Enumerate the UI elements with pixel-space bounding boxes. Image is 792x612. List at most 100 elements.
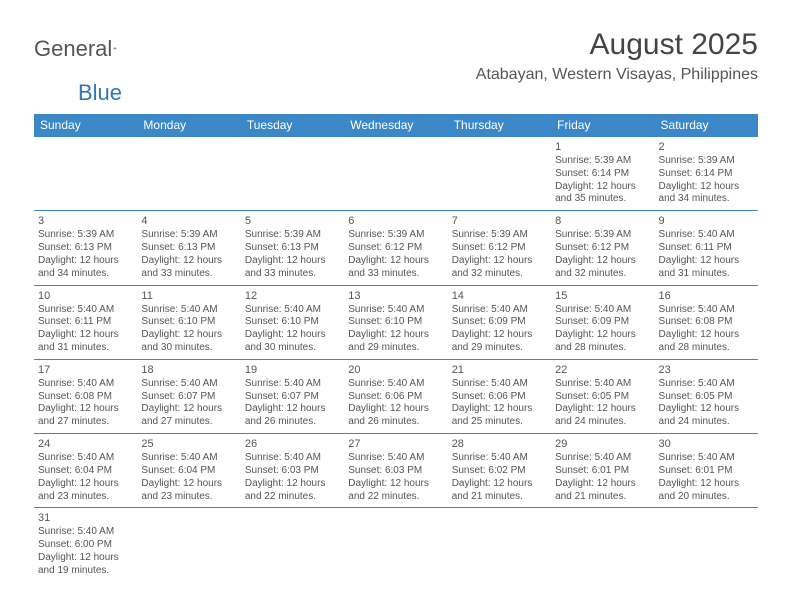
week-row: 24Sunrise: 5:40 AMSunset: 6:04 PMDayligh… [34,434,758,508]
day-detail: Sunrise: 5:39 AM [555,229,650,242]
day-detail: Daylight: 12 hours [141,403,236,416]
day-detail: Daylight: 12 hours [555,255,650,268]
week-row: 1Sunrise: 5:39 AMSunset: 6:14 PMDaylight… [34,137,758,211]
day-detail: Sunset: 6:13 PM [141,242,236,255]
day-detail: Sunset: 6:04 PM [38,465,133,478]
day-detail: Sunset: 6:10 PM [141,316,236,329]
week-row: 10Sunrise: 5:40 AMSunset: 6:11 PMDayligh… [34,286,758,360]
day-detail: Daylight: 12 hours [659,478,754,491]
day-detail: Daylight: 12 hours [245,255,340,268]
day-cell: 3Sunrise: 5:39 AMSunset: 6:13 PMDaylight… [34,211,137,284]
day-detail: Sunset: 6:12 PM [452,242,547,255]
day-detail: and 31 minutes. [659,268,754,281]
day-number: 11 [141,289,236,303]
day-detail: Daylight: 12 hours [659,329,754,342]
day-detail: Daylight: 12 hours [659,403,754,416]
day-detail: and 21 minutes. [555,491,650,504]
day-detail: Sunrise: 5:40 AM [555,452,650,465]
day-detail: Sunset: 6:11 PM [659,242,754,255]
dow-cell: Sunday [34,114,137,137]
day-number: 27 [348,437,443,451]
day-detail: Sunset: 6:01 PM [659,465,754,478]
day-detail: Sunrise: 5:40 AM [348,452,443,465]
day-cell: 26Sunrise: 5:40 AMSunset: 6:03 PMDayligh… [241,434,344,507]
day-detail: Daylight: 12 hours [555,403,650,416]
day-detail: Sunrise: 5:40 AM [452,452,547,465]
day-detail: Sunrise: 5:40 AM [38,304,133,317]
day-detail: Daylight: 12 hours [141,329,236,342]
day-detail: Daylight: 12 hours [245,329,340,342]
day-detail: and 30 minutes. [141,342,236,355]
day-cell: 12Sunrise: 5:40 AMSunset: 6:10 PMDayligh… [241,286,344,359]
day-detail: Sunset: 6:00 PM [38,539,133,552]
day-cell-empty [241,508,344,581]
day-detail: Daylight: 12 hours [141,255,236,268]
day-detail: Daylight: 12 hours [659,255,754,268]
day-detail: Daylight: 12 hours [38,478,133,491]
day-cell: 11Sunrise: 5:40 AMSunset: 6:10 PMDayligh… [137,286,240,359]
day-number: 10 [38,289,133,303]
month-title: August 2025 [476,28,758,62]
day-detail: and 23 minutes. [141,491,236,504]
day-detail: Daylight: 12 hours [348,255,443,268]
day-cell: 10Sunrise: 5:40 AMSunset: 6:11 PMDayligh… [34,286,137,359]
day-number: 30 [659,437,754,451]
day-detail: Daylight: 12 hours [452,478,547,491]
day-detail: Sunset: 6:14 PM [555,168,650,181]
day-detail: and 33 minutes. [245,268,340,281]
calendar-page: General August 2025 Atabayan, Western Vi… [0,0,792,602]
day-detail: Daylight: 12 hours [38,329,133,342]
title-block: August 2025 Atabayan, Western Visayas, P… [476,28,758,84]
day-number: 23 [659,363,754,377]
day-detail: and 27 minutes. [141,416,236,429]
day-cell-empty [448,508,551,581]
day-detail: Sunrise: 5:40 AM [659,452,754,465]
day-detail: and 24 minutes. [555,416,650,429]
day-detail: and 22 minutes. [348,491,443,504]
day-detail: and 22 minutes. [245,491,340,504]
day-detail: Sunrise: 5:39 AM [141,229,236,242]
day-detail: Sunrise: 5:39 AM [38,229,133,242]
day-detail: and 25 minutes. [452,416,547,429]
day-cell: 8Sunrise: 5:39 AMSunset: 6:12 PMDaylight… [551,211,654,284]
day-number: 3 [38,214,133,228]
day-cell: 4Sunrise: 5:39 AMSunset: 6:13 PMDaylight… [137,211,240,284]
day-cell: 29Sunrise: 5:40 AMSunset: 6:01 PMDayligh… [551,434,654,507]
day-detail: and 26 minutes. [348,416,443,429]
dow-cell: Friday [551,114,654,137]
day-detail: and 28 minutes. [555,342,650,355]
day-cell: 14Sunrise: 5:40 AMSunset: 6:09 PMDayligh… [448,286,551,359]
day-detail: and 33 minutes. [141,268,236,281]
day-number: 17 [38,363,133,377]
day-detail: Sunset: 6:04 PM [141,465,236,478]
day-detail: Daylight: 12 hours [141,478,236,491]
day-detail: Daylight: 12 hours [555,478,650,491]
day-cell: 24Sunrise: 5:40 AMSunset: 6:04 PMDayligh… [34,434,137,507]
day-cell: 20Sunrise: 5:40 AMSunset: 6:06 PMDayligh… [344,360,447,433]
day-detail: Daylight: 12 hours [659,181,754,194]
day-detail: Daylight: 12 hours [452,255,547,268]
day-detail: Sunset: 6:13 PM [245,242,340,255]
day-cell-empty [137,508,240,581]
day-detail: and 29 minutes. [452,342,547,355]
day-detail: Sunrise: 5:40 AM [38,526,133,539]
day-detail: Sunrise: 5:40 AM [555,378,650,391]
day-cell: 23Sunrise: 5:40 AMSunset: 6:05 PMDayligh… [655,360,758,433]
day-cell: 22Sunrise: 5:40 AMSunset: 6:05 PMDayligh… [551,360,654,433]
day-cell: 6Sunrise: 5:39 AMSunset: 6:12 PMDaylight… [344,211,447,284]
day-detail: and 34 minutes. [38,268,133,281]
day-detail: Sunset: 6:07 PM [141,391,236,404]
day-cell: 1Sunrise: 5:39 AMSunset: 6:14 PMDaylight… [551,137,654,210]
day-cell: 9Sunrise: 5:40 AMSunset: 6:11 PMDaylight… [655,211,758,284]
day-number: 4 [141,214,236,228]
day-number: 31 [38,511,133,525]
dow-row: SundayMondayTuesdayWednesdayThursdayFrid… [34,114,758,137]
day-number: 15 [555,289,650,303]
calendar: SundayMondayTuesdayWednesdayThursdayFrid… [34,114,758,582]
day-detail: Sunrise: 5:40 AM [659,229,754,242]
day-detail: and 32 minutes. [555,268,650,281]
day-detail: Sunset: 6:10 PM [348,316,443,329]
dow-cell: Saturday [655,114,758,137]
day-detail: Daylight: 12 hours [555,181,650,194]
day-detail: and 31 minutes. [38,342,133,355]
